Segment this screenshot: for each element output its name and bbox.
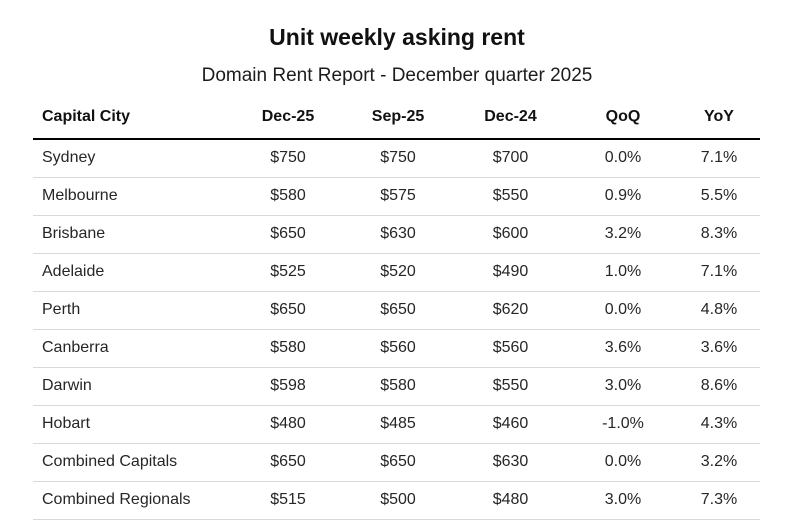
table-cell: 8.3% xyxy=(678,215,760,255)
table-cell: 7.3% xyxy=(678,481,760,521)
table-cell: $630 xyxy=(343,215,453,255)
table-cell: $650 xyxy=(343,291,453,331)
city-cell: Darwin xyxy=(33,367,233,407)
table-cell: 3.6% xyxy=(568,329,678,369)
chart-subtitle: Domain Rent Report - December quarter 20… xyxy=(201,64,593,86)
table-cell: $560 xyxy=(453,329,568,369)
table-cell: $620 xyxy=(453,291,568,331)
column-header-qoq: QoQ xyxy=(568,106,678,141)
table-row-hobart: Hobart $480 $485 $460 -1.0% 4.3% xyxy=(33,405,760,445)
table-cell: $630 xyxy=(453,443,568,483)
table-cell: 3.0% xyxy=(568,367,678,407)
table-cell: $580 xyxy=(233,329,343,369)
column-header-capital-city: Capital City xyxy=(33,106,233,141)
table-row-combined-regionals: Combined Regionals $515 $500 $480 3.0% 7… xyxy=(33,481,760,521)
table-cell: -1.0% xyxy=(568,405,678,445)
table-cell: 0.9% xyxy=(568,177,678,217)
city-cell: Melbourne xyxy=(33,177,233,217)
table-cell: 3.2% xyxy=(568,215,678,255)
table-cell: $485 xyxy=(343,405,453,445)
table-row-combined-capitals: Combined Capitals $650 $650 $630 0.0% 3.… xyxy=(33,443,760,483)
city-cell: Combined Regionals xyxy=(33,481,233,521)
column-header-dec-24: Dec-24 xyxy=(453,106,568,141)
table-header-row: Capital City Dec-25 Sep-25 Dec-24 QoQ Yo… xyxy=(33,106,760,141)
table-cell: $550 xyxy=(453,367,568,407)
city-cell: Hobart xyxy=(33,405,233,445)
table-cell: $560 xyxy=(343,329,453,369)
city-cell: Sydney xyxy=(33,139,233,179)
table-cell: $515 xyxy=(233,481,343,521)
chart-title: Unit weekly asking rent xyxy=(269,24,525,50)
table-cell: 4.8% xyxy=(678,291,760,331)
table-cell: 4.3% xyxy=(678,405,760,445)
table-cell: $480 xyxy=(453,481,568,521)
table-cell: $480 xyxy=(233,405,343,445)
table-row-sydney: Sydney $750 $750 $700 0.0% 7.1% xyxy=(33,139,760,179)
table-cell: 3.6% xyxy=(678,329,760,369)
city-cell: Brisbane xyxy=(33,215,233,255)
table-cell: $600 xyxy=(453,215,568,255)
table-row-brisbane: Brisbane $650 $630 $600 3.2% 8.3% xyxy=(33,215,760,255)
table-cell: 0.0% xyxy=(568,139,678,179)
table-cell: 8.6% xyxy=(678,367,760,407)
table-cell: $598 xyxy=(233,367,343,407)
table-cell: $700 xyxy=(453,139,568,179)
city-cell: Perth xyxy=(33,291,233,331)
table-cell: 5.5% xyxy=(678,177,760,217)
table-cell: 1.0% xyxy=(568,253,678,293)
table-cell: $750 xyxy=(233,139,343,179)
table-cell: $490 xyxy=(453,253,568,293)
column-header-yoy: YoY xyxy=(678,106,760,141)
table-cell: $750 xyxy=(343,139,453,179)
table-row-adelaide: Adelaide $525 $520 $490 1.0% 7.1% xyxy=(33,253,760,293)
city-cell: Adelaide xyxy=(33,253,233,293)
table-cell: $580 xyxy=(343,367,453,407)
table-cell: $650 xyxy=(233,443,343,483)
table-row-perth: Perth $650 $650 $620 0.0% 4.8% xyxy=(33,291,760,331)
city-cell: Combined Capitals xyxy=(33,443,233,483)
table-cell: 7.1% xyxy=(678,253,760,293)
table-cell: $580 xyxy=(233,177,343,217)
rent-table: Capital City Dec-25 Sep-25 Dec-24 QoQ Yo… xyxy=(33,106,760,521)
table-cell: 0.0% xyxy=(568,443,678,483)
table-cell: 3.0% xyxy=(568,481,678,521)
table-cell: $650 xyxy=(233,291,343,331)
column-header-dec-25: Dec-25 xyxy=(233,106,343,141)
city-cell: Canberra xyxy=(33,329,233,369)
table-cell: $650 xyxy=(233,215,343,255)
table-row-darwin: Darwin $598 $580 $550 3.0% 8.6% xyxy=(33,367,760,407)
table-cell: $650 xyxy=(343,443,453,483)
column-header-sep-25: Sep-25 xyxy=(343,106,453,141)
table-cell: $550 xyxy=(453,177,568,217)
table-cell: $525 xyxy=(233,253,343,293)
table-cell: 7.1% xyxy=(678,139,760,179)
table-cell: 3.2% xyxy=(678,443,760,483)
table-cell: $575 xyxy=(343,177,453,217)
table-cell: 0.0% xyxy=(568,291,678,331)
table-cell: $460 xyxy=(453,405,568,445)
table-cell: $500 xyxy=(343,481,453,521)
table-row-canberra: Canberra $580 $560 $560 3.6% 3.6% xyxy=(33,329,760,369)
table-row-melbourne: Melbourne $580 $575 $550 0.9% 5.5% xyxy=(33,177,760,217)
table-cell: $520 xyxy=(343,253,453,293)
